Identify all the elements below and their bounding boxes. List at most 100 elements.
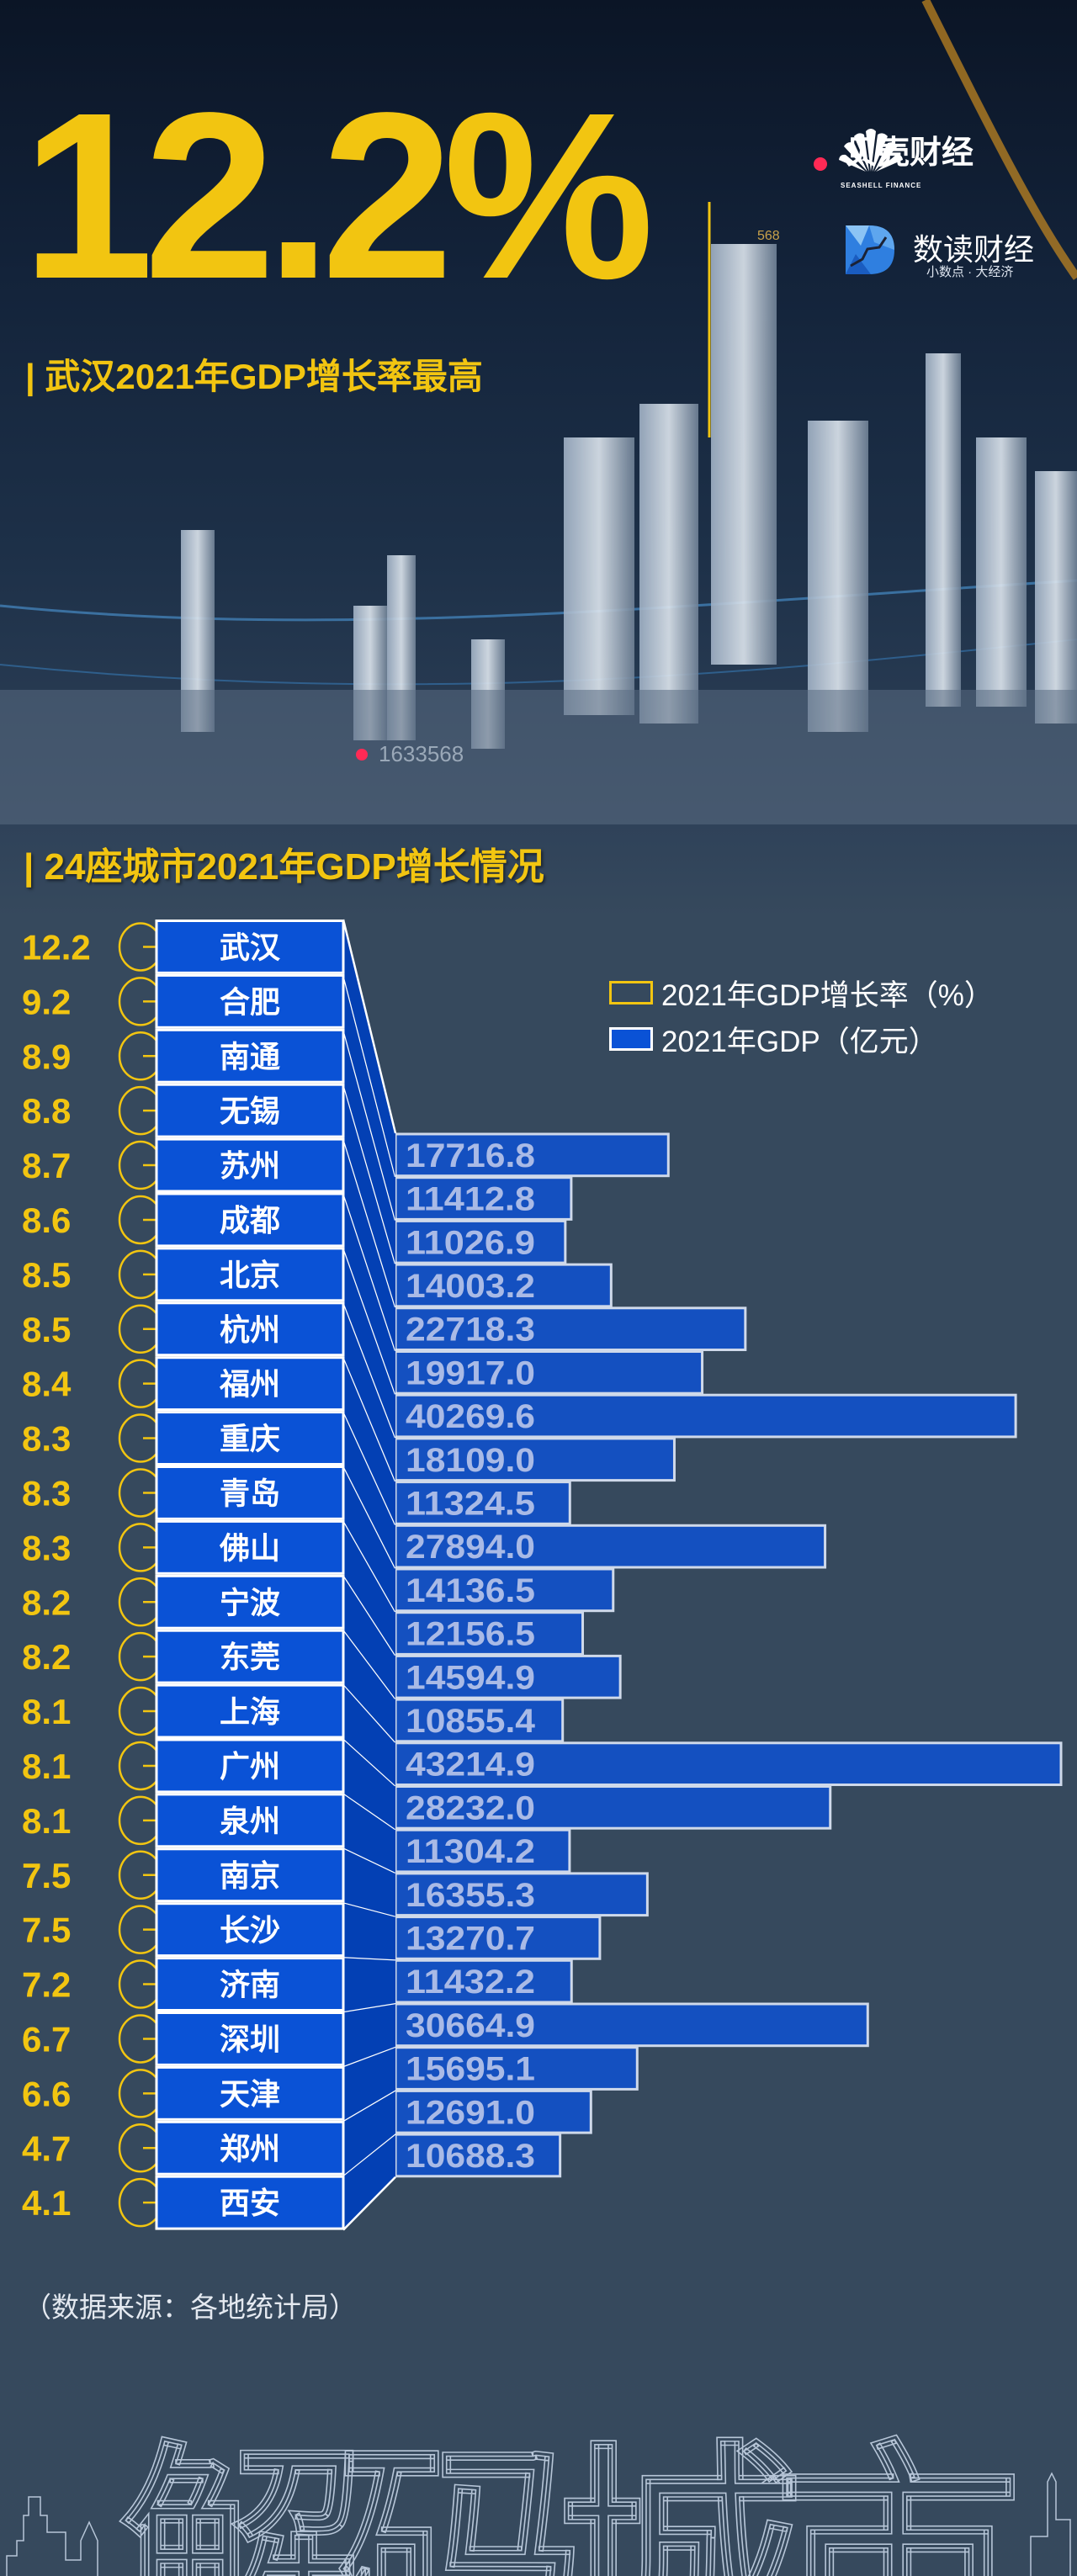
growth-rate-label: 8.1	[22, 1801, 71, 1841]
connector	[343, 1847, 395, 1916]
connector	[343, 1574, 395, 1699]
legend-swatch-rate	[609, 981, 653, 1004]
legend-swatch-gdp	[609, 1027, 653, 1051]
growth-rate-label: 8.3	[22, 1419, 71, 1459]
city-box	[155, 2065, 345, 2121]
connector	[343, 1738, 395, 1830]
growth-rate-label: 8.4	[22, 1365, 72, 1404]
city-name-label: 福州	[219, 1367, 280, 1402]
headline-subtitle: | 武汉2021年GDP增长率最高	[25, 357, 483, 396]
growth-rate-label: 4.7	[22, 2128, 71, 2168]
gdp-chart: 17716.8 11412.8 11026.9 14003.2 22718.3 19917…	[22, 919, 1063, 2231]
city-name-label: 武汉	[220, 930, 281, 964]
city-name-label: 南通	[220, 1039, 280, 1073]
connector-edge	[342, 919, 397, 1134]
city-name-label: 苏州	[220, 1148, 280, 1183]
city-name-label: 东莞	[220, 1640, 280, 1674]
city-name-label: 天津	[220, 2076, 280, 2111]
city-name-label: 济南	[220, 1968, 280, 2002]
legend-label-gdp: 2021年GDP（亿元）	[661, 1025, 938, 1058]
gdp-value-label: 30664.9	[406, 2007, 535, 2044]
connector	[343, 2046, 395, 2121]
city-name-label: 杭州	[220, 1312, 280, 1347]
gdp-value-label: 27894.0	[406, 1529, 535, 1566]
gdp-value-label: 10688.3	[406, 2138, 535, 2175]
connector	[343, 1683, 395, 1786]
gdp-value-label: 13270.7	[406, 1920, 535, 1957]
growth-rate-label: 7.5	[22, 1911, 71, 1950]
city-name-label: 北京	[220, 1258, 280, 1292]
city-box	[155, 1738, 345, 1794]
city-box	[155, 1192, 345, 1248]
gdp-bar	[394, 1263, 613, 1308]
connector	[343, 2133, 395, 2230]
gdp-value-label: 16355.3	[406, 1877, 535, 1914]
connector	[343, 1137, 395, 1351]
growth-rate-label: 6.6	[22, 2074, 71, 2113]
city-box	[155, 1466, 345, 1520]
connector	[343, 1957, 395, 2012]
city-name-label: 南京	[220, 1858, 280, 1893]
gdp-bar	[394, 1219, 567, 1264]
gdp-value-label: 14003.2	[406, 1268, 535, 1305]
connector-edge	[342, 2176, 396, 2231]
city-name-label: 宁波	[220, 1585, 280, 1619]
seashell-finance-logo: 贝壳财经 SEASHELL FINANCE	[837, 126, 974, 189]
gdp-value-label: 14136.5	[406, 1572, 535, 1609]
connector	[343, 1519, 395, 1656]
gdp-bar	[394, 2046, 639, 2091]
data-source-note: （数据来源：各地统计局）	[24, 2292, 357, 2323]
city-skyline-illustration: 1633568 568	[0, 0, 1077, 824]
city-box	[155, 1356, 345, 1412]
headline-growth-rate: 12.2%	[22, 63, 655, 328]
seashell-finance-tagline: SEASHELL FINANCE	[841, 182, 922, 189]
growth-rate-label: 6.7	[22, 2019, 71, 2059]
growth-rate-label: 4.1	[22, 2183, 71, 2223]
growth-rate-label: 8.5	[22, 1310, 71, 1349]
connector-edge	[342, 1847, 396, 1874]
city-box	[155, 1519, 345, 1575]
gdp-bar	[394, 1393, 1017, 1439]
legend-label-rate: 2021年GDP增长率（%）	[661, 978, 994, 1012]
growth-rate-label: 8.2	[22, 1582, 71, 1622]
gdp-bar	[394, 1698, 565, 1743]
connector	[343, 2003, 395, 2066]
legend-item-rate: 2021年GDP增长率（%）	[609, 976, 994, 1012]
city-name-label: 合肥	[220, 984, 280, 1019]
gdp-value-label: 17716.8	[406, 1137, 535, 1174]
gdp-value-label: 11324.5	[406, 1485, 535, 1522]
gdp-value-label: 22718.3	[406, 1312, 535, 1349]
gdp-bar	[394, 1567, 615, 1613]
city-box	[155, 2012, 345, 2066]
bg-number: 1633568	[379, 741, 464, 766]
gdp-bar	[394, 1132, 670, 1178]
connector	[343, 1247, 395, 1438]
gdp-value-label: 11304.2	[406, 1833, 535, 1870]
city-box	[155, 1683, 345, 1739]
city-box	[155, 2120, 345, 2176]
growth-rate-label: 8.3	[22, 1528, 71, 1567]
shudu-finance-tagline: 小数点 · 大经济	[926, 265, 1014, 279]
growth-rate-label: 12.2	[22, 927, 91, 967]
city-box	[155, 1028, 345, 1084]
chart-legend: 2021年GDP增长率（%） 2021年GDP（亿元）	[609, 976, 994, 1068]
city-box	[155, 1902, 345, 1958]
city-name-label: 长沙	[220, 1913, 280, 1948]
gdp-bar	[394, 2089, 592, 2134]
connector	[343, 920, 395, 1177]
city-name-label: 无锡	[220, 1094, 280, 1128]
growth-rate-label: 9.2	[22, 982, 71, 1021]
city-box	[155, 1629, 345, 1684]
growth-rate-label: 7.5	[22, 1856, 71, 1895]
hero-banner: 1633568 568 12.2% | 武汉2021年GDP增长率最高 贝壳财经…	[0, 0, 1077, 917]
connector	[343, 1411, 395, 1568]
city-box	[155, 2175, 345, 2230]
growth-rate-label: 8.1	[22, 1692, 71, 1731]
gdp-bar	[394, 1611, 585, 1656]
gdp-value-label: 12156.5	[406, 1616, 535, 1653]
connector	[343, 1301, 395, 1481]
city-box	[155, 1793, 345, 1848]
city-name-label: 西安	[220, 2186, 280, 2220]
city-box	[155, 1301, 345, 1357]
city-name-label: 郑州	[220, 2131, 280, 2165]
